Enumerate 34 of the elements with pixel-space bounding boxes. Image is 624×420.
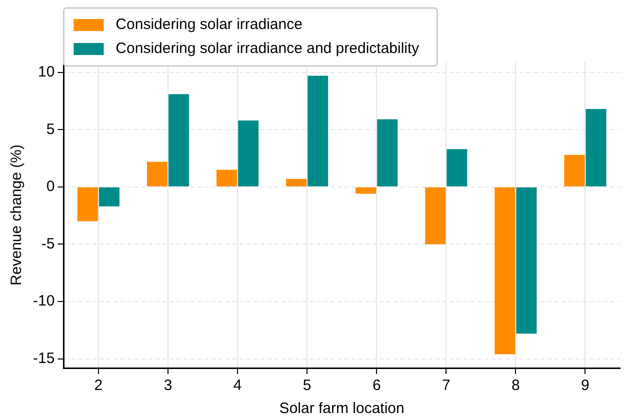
bar (425, 187, 446, 244)
bar (516, 187, 537, 334)
x-tick-label: 7 (442, 377, 450, 394)
bar (494, 187, 516, 354)
bar (446, 149, 468, 186)
x-tick-label: 4 (233, 377, 242, 394)
bar (168, 94, 190, 186)
bar (308, 76, 328, 186)
bar (564, 154, 585, 186)
y-tick-label: 0 (46, 178, 55, 196)
x-axis-title: Solar farm location (279, 400, 404, 418)
bar (286, 178, 307, 186)
bar (586, 108, 606, 186)
legend-label: Considering solar irradiance and predictability (116, 40, 420, 58)
x-tick-label: 8 (512, 377, 520, 394)
bar (377, 119, 398, 186)
y-tick-label: 5 (46, 120, 55, 138)
x-tick-label: 9 (581, 377, 590, 394)
bar (77, 187, 98, 222)
x-tick-label: 5 (302, 377, 312, 394)
x-tick-label: 3 (164, 377, 172, 394)
x-tick-label: 2 (94, 377, 103, 394)
y-tick-label: -15 (32, 350, 55, 367)
y-axis-title: Revenue change (%) (8, 144, 26, 286)
y-tick-label: -5 (41, 235, 55, 252)
bar (216, 170, 237, 186)
x-tick-label: 6 (372, 377, 381, 394)
legend-label: Considering solar irradiance (116, 16, 302, 34)
y-tick-label: -10 (32, 292, 55, 310)
bar (238, 120, 259, 186)
bar (356, 187, 376, 194)
bar (98, 187, 120, 206)
y-tick-label: 10 (38, 63, 55, 80)
bar (146, 162, 168, 186)
